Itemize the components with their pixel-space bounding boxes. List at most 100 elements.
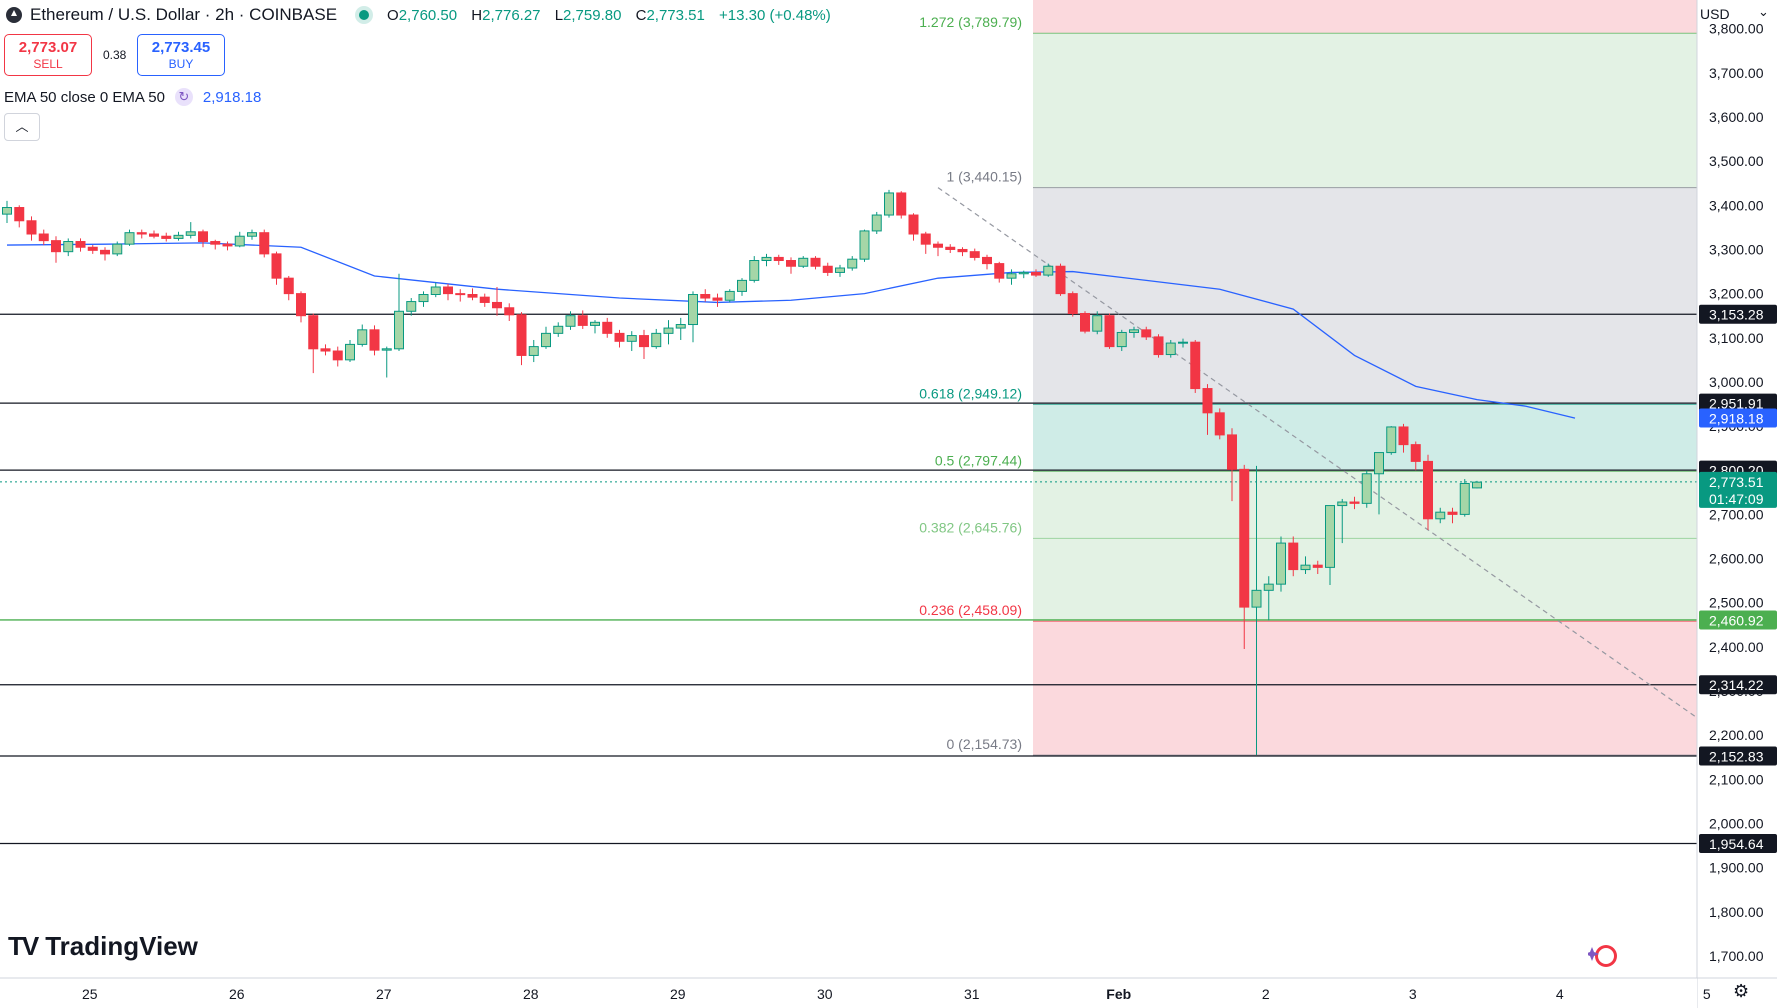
candle-body [749, 260, 760, 281]
y-tick-label: 3,500.00 [1709, 153, 1764, 169]
candle-body [1435, 511, 1446, 520]
indicator-legend[interactable]: EMA 50 close 0 EMA 50 ↻ 2,918.18 [4, 88, 261, 106]
sparkle-flag-icon[interactable] [1588, 943, 1618, 969]
candle-body [479, 296, 490, 303]
candle-body [173, 234, 184, 239]
trend-line [937, 187, 1723, 736]
candle-body [1337, 501, 1348, 507]
candle-body [957, 248, 968, 253]
brand-name: TradingView [45, 931, 198, 961]
indicator-label: EMA 50 close 0 EMA 50 [4, 88, 165, 106]
y-tick-label: 2,400.00 [1709, 639, 1764, 655]
candle-body [1349, 501, 1360, 504]
candle-body [149, 233, 159, 237]
candle-body [1459, 482, 1470, 515]
settings-gear-icon[interactable]: ⚙ [1733, 981, 1750, 1001]
fib-label-0.618: 0.618 (2,949.12) [919, 385, 1022, 401]
x-tick-label: 30 [817, 986, 833, 1002]
candle-body [945, 246, 956, 250]
fib-label-1: 1 (3,440.15) [947, 169, 1023, 185]
price-label-bg [1699, 675, 1777, 695]
candle-body [467, 294, 478, 298]
tradingview-mark-icon: TV [8, 931, 39, 961]
x-tick-label: 4 [1556, 986, 1564, 1002]
price-label-bg [1699, 304, 1777, 324]
candle-body [565, 315, 576, 327]
candle-body [1325, 505, 1335, 568]
price-label: 2,773.51 [1709, 474, 1764, 490]
sell-button[interactable]: 2,773.07 SELL [4, 34, 92, 76]
candle-body [492, 301, 502, 309]
candle-body [26, 220, 37, 235]
y-tick-label: 3,200.00 [1709, 286, 1764, 302]
fib-zone-green-upper [1033, 33, 1697, 188]
candle-body [516, 314, 527, 356]
sell-label: SELL [33, 57, 63, 71]
candle-body [1018, 271, 1029, 275]
collapse-legend-button[interactable]: ︿ [4, 113, 40, 141]
candle-body [1239, 468, 1250, 608]
candle-body [859, 230, 870, 260]
y-tick-label: 2,000.00 [1709, 815, 1764, 831]
fib-label-0.382: 0.382 (2,645.76) [919, 519, 1022, 535]
buy-button[interactable]: 2,773.45 BUY [137, 34, 225, 76]
indicator-value: 2,918.18 [202, 88, 262, 106]
candle-body [810, 257, 821, 267]
candle-body [406, 301, 417, 312]
candle-body [1276, 542, 1286, 585]
change-value: +13.30 (+0.48%) [719, 6, 831, 24]
candle-body [1141, 329, 1152, 338]
candle-body [1227, 434, 1237, 470]
candle-body [1116, 331, 1127, 348]
chevron-down-icon[interactable]: ⌄ [1758, 4, 1769, 19]
candle-body [430, 286, 441, 296]
y-tick-label: 3,100.00 [1709, 330, 1764, 346]
close-value: 2,773.51 [646, 6, 705, 24]
spread-value: 0.38 [103, 48, 127, 62]
candle-body [1300, 564, 1311, 571]
candle-body [443, 286, 453, 295]
close-label: C [635, 6, 647, 24]
x-tick-label: 25 [82, 986, 98, 1002]
y-tick-label: 2,200.00 [1709, 727, 1764, 743]
candle-body [1374, 452, 1384, 475]
candle-body [124, 232, 135, 245]
y-tick-label: 2,100.00 [1709, 771, 1764, 787]
candle-body [884, 192, 894, 216]
market-status-icon [359, 10, 370, 20]
y-tick-label: 3,400.00 [1709, 197, 1764, 213]
candle-body [626, 335, 637, 342]
price-label: 2,460.92 [1709, 612, 1764, 628]
candle-body [1202, 388, 1213, 414]
price-label: 2,951.91 [1709, 396, 1764, 412]
candle-body [835, 267, 845, 273]
symbol-title[interactable]: Ethereum / U.S. Dollar · 2h · COINBASE [30, 5, 338, 24]
price-label-bg [1699, 471, 1777, 508]
price-label-bg [1699, 393, 1777, 413]
buy-price: 2,773.45 [151, 39, 211, 56]
candle-body [210, 241, 221, 245]
candle-body [1104, 315, 1115, 348]
y-tick-label: 3,000.00 [1709, 374, 1764, 390]
candle-body [2, 207, 12, 215]
candle-body [639, 335, 649, 348]
candle-body [675, 324, 686, 329]
candle-body [1080, 312, 1090, 332]
fib-zone-bottom-red [1033, 621, 1697, 756]
x-tick-label: 26 [229, 986, 245, 1002]
refresh-icon[interactable]: ↻ [174, 88, 193, 106]
candle-body [381, 348, 392, 351]
candle-body [994, 263, 1005, 279]
candle-body [553, 325, 564, 334]
currency-selector[interactable]: USD [1700, 6, 1730, 22]
y-tick-label: 3,600.00 [1709, 109, 1764, 125]
low-value: 2,759.80 [563, 6, 622, 24]
fib-label-1.272: 1.272 (3,789.79) [919, 14, 1022, 30]
candle-body [63, 241, 74, 253]
y-tick-label: 3,300.00 [1709, 241, 1764, 257]
candle-body [332, 350, 343, 361]
candle-body [1092, 315, 1103, 332]
candle-body [896, 192, 907, 216]
candle-body [908, 214, 919, 235]
